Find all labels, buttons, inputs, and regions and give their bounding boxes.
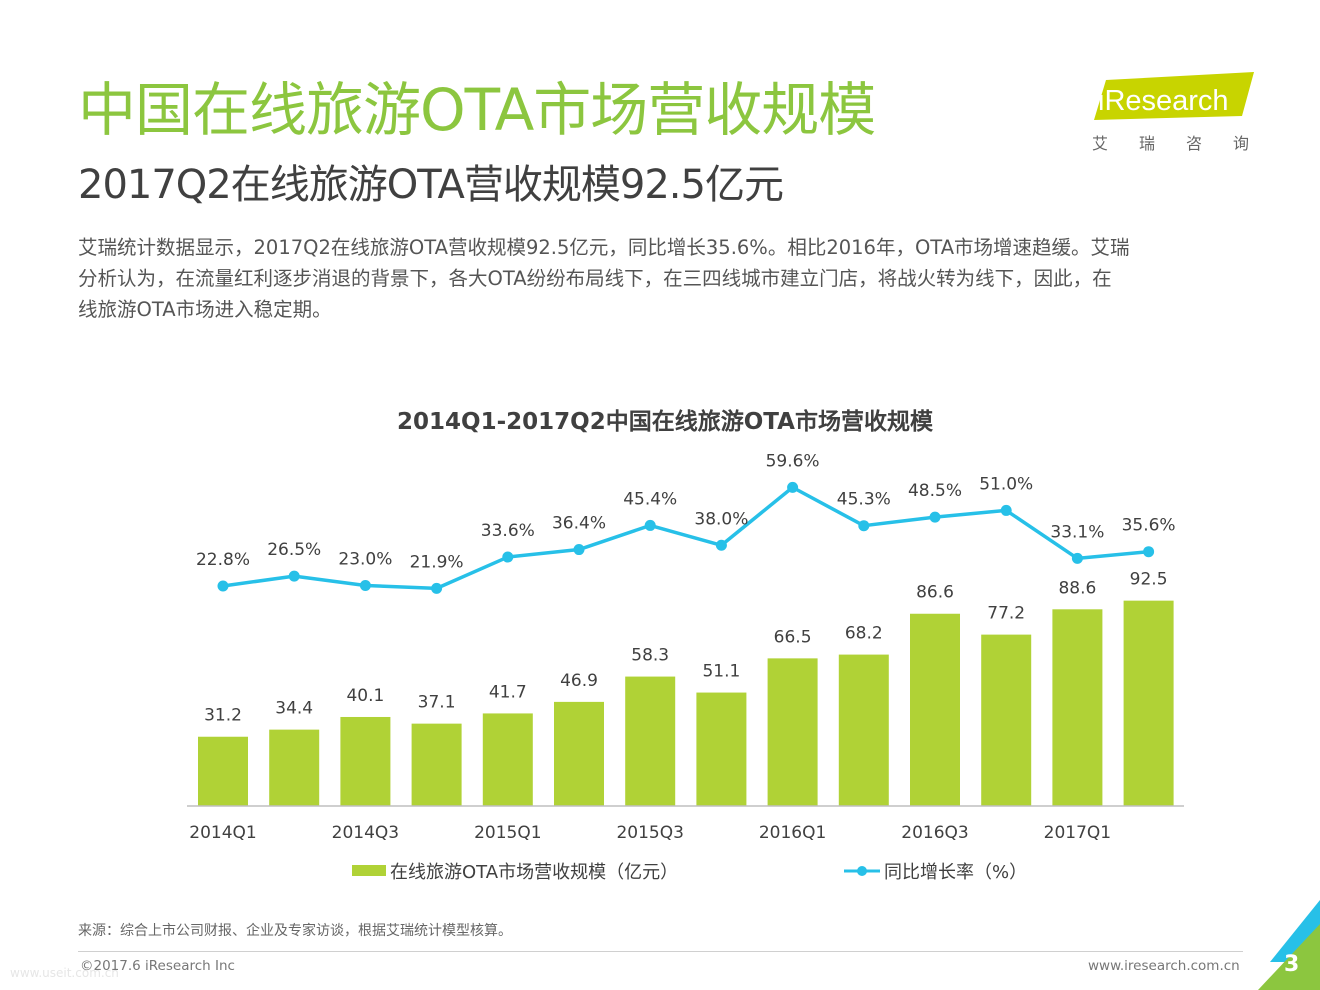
corner-decoration [1258,900,1320,990]
growth-label-2017Q1: 33.1% [1050,522,1104,542]
logo-banner [1094,72,1254,120]
bar-label-2016Q1: 66.5 [774,627,812,647]
growth-label-2015Q2: 36.4% [552,514,606,534]
bar-label-2016Q4: 77.2 [987,604,1025,624]
bar-label-2016Q2: 68.2 [845,624,883,644]
growth-point-2016Q1 [787,481,799,493]
bar-2016Q4 [981,634,1032,806]
page-title: 中国在线旅游OTA市场营收规模 [78,76,876,144]
page-subtitle: 2017Q2在线旅游OTA营收规模92.5亿元 [78,162,784,208]
bar-label-2015Q1: 41.7 [489,682,527,702]
watermark: www.useit.com.cn [10,966,119,980]
bar-label-2017Q1: 88.6 [1058,578,1096,598]
tick-label-2016Q3: 2016Q3 [901,823,968,843]
tick-label-2015Q3: 2015Q3 [616,823,683,843]
tick-label-2017Q1: 2017Q1 [1044,823,1111,843]
growth-line [222,485,1149,591]
growth-label-2015Q4: 38.0% [694,509,748,529]
tick-label-2014Q3: 2014Q3 [332,823,399,843]
bar-label-2015Q3: 58.3 [631,646,669,666]
growth-label-2014Q2: 26.5% [267,540,321,560]
tick-label-2016Q1: 2016Q1 [759,823,826,843]
bar-2014Q3 [340,716,391,806]
bar-series: 31.2 34.4 40.1 37.1 41.7 46.9 58.3 51.1 66.5 68.2… [198,570,1174,806]
growth-label-2016Q1: 59.6% [766,451,820,471]
description-line: 艾瑞统计数据显示，2017Q2在线旅游OTA营收规模92.5亿元，同比增长35.… [78,236,1130,259]
logo-subtitle: 艾瑞咨询 [1092,134,1281,153]
bar-2017Q2 [1123,600,1174,806]
growth-label-2014Q1: 22.8% [196,550,250,570]
growth-point-2017Q2 [1143,546,1155,558]
growth-point-2016Q4 [1000,504,1012,516]
website-link[interactable]: www.iresearch.com.cn [1088,958,1240,974]
chart-title: 2014Q1-2017Q2中国在线旅游OTA市场营收规模 [397,408,934,435]
source-note: 来源：综合上市公司财报、企业及专家访谈，根据艾瑞统计模型核算。 [78,923,512,939]
growth-point-2014Q3 [359,579,371,591]
bar-2016Q1 [767,658,818,806]
legend-label-growth: 同比增长率（%） [884,862,1027,883]
bar-label-2014Q2: 34.4 [275,699,313,719]
legend-label-revenue: 在线旅游OTA市场营收规模（亿元） [390,862,678,883]
bar-label-2016Q3: 86.6 [916,583,954,603]
growth-point-2015Q1 [502,551,514,563]
legend: 在线旅游OTA市场营收规模（亿元） 同比增长率（%） [352,862,1027,883]
growth-label-2014Q4: 21.9% [410,552,464,572]
bar-2015Q4 [696,692,747,806]
growth-point-2015Q3 [644,519,656,531]
growth-label-2016Q3: 48.5% [908,481,962,501]
description-line: 分析认为，在流量红利逐步消退的背景下，各大OTA纷纷布局线下，在三四线城市建立门… [78,267,1112,290]
bar-2016Q2 [838,654,889,806]
bar-2014Q4 [411,723,462,806]
copyright: ©2017.6 iResearch Inc [80,958,235,974]
x-axis-ticks: 2014Q1 2014Q3 2015Q1 2015Q3 2016Q1 2016Q3 2017… [189,823,1111,843]
iresearch-logo: iResearch [1094,72,1254,120]
growth-point-2014Q4 [431,582,443,594]
growth-point-2017Q1 [1071,552,1083,564]
bar-label-2015Q2: 46.9 [560,671,598,691]
bar-2015Q2 [554,701,604,806]
legend-swatch-revenue [352,865,386,876]
growth-label-2017Q2: 35.6% [1122,516,1176,536]
bar-2016Q3 [910,613,960,806]
growth-label-2016Q2: 45.3% [837,490,891,510]
legend-swatch-growth-marker [857,866,867,876]
description: 艾瑞统计数据显示，2017Q2在线旅游OTA营收规模92.5亿元，同比增长35.… [78,232,1248,325]
bar-label-2015Q4: 51.1 [702,662,740,682]
footer-divider [78,951,1243,952]
bar-2015Q3 [625,676,676,806]
growth-label-2016Q4: 51.0% [979,474,1033,494]
growth-point-2016Q2 [858,520,870,532]
bar-2015Q1 [482,713,533,806]
logo-text: iResearch [1098,85,1229,117]
line-series: 22.8% 26.5% 23.0% 21.9% 33.6% 36.4% 45.4% 38.0%… [196,451,1176,594]
bar-2014Q1 [198,736,248,806]
growth-point-2015Q4 [715,539,727,551]
page-number: 3 [1284,952,1300,977]
bar-label-2014Q1: 31.2 [204,706,242,726]
growth-label-2015Q3: 45.4% [623,489,677,509]
description-line: 线旅游OTA市场进入稳定期。 [78,298,332,321]
bar-2014Q2 [269,729,320,806]
bar-label-2014Q3: 40.1 [346,686,384,706]
growth-label-2014Q3: 23.0% [338,549,392,569]
growth-point-2014Q2 [288,570,300,582]
growth-point-2014Q1 [217,580,229,592]
corner-green-triangle [1258,924,1320,990]
bar-2017Q1 [1052,609,1103,806]
bar-label-2017Q2: 92.5 [1130,570,1168,590]
growth-point-2015Q2 [573,544,585,556]
growth-label-2015Q1: 33.6% [481,521,535,541]
tick-label-2014Q1: 2014Q1 [189,823,256,843]
ota-revenue-chart: 2014Q1-2017Q2中国在线旅游OTA市场营收规模 31.2 34.4 40.… [187,408,1184,883]
bar-label-2014Q4: 37.1 [418,693,456,713]
growth-point-2016Q3 [929,511,941,523]
tick-label-2015Q1: 2015Q1 [474,823,541,843]
